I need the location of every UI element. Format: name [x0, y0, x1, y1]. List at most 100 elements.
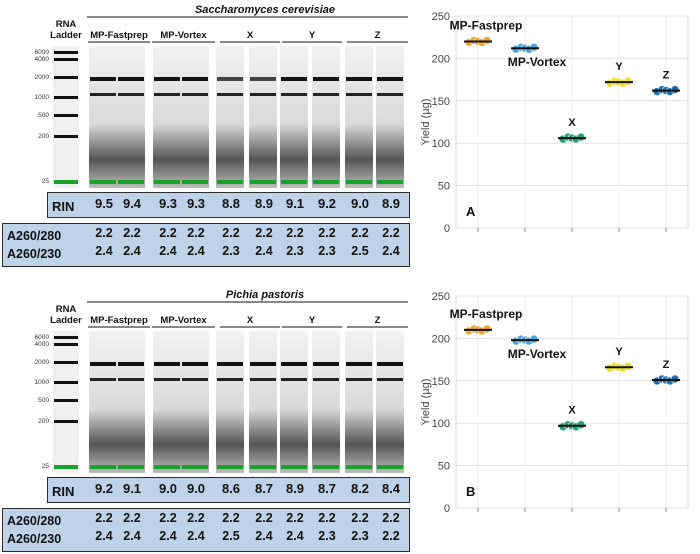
group-label: MP-Fastprep: [90, 315, 148, 326]
value-cell: 2.2: [159, 511, 177, 525]
ladder-band: [54, 51, 78, 54]
value-cell: 2.3: [286, 244, 304, 258]
point-label: Y: [615, 61, 623, 73]
band-26s: [118, 77, 144, 81]
value-cell: 2.2: [222, 511, 240, 525]
ladder-size: 200: [38, 418, 49, 425]
value-cell: 2.4: [159, 244, 177, 258]
value-cell: 2.2: [123, 226, 141, 240]
ladder-band: [54, 180, 78, 184]
value-cell: 2.2: [382, 226, 400, 240]
rin-values: 9.2 9.1 9.0 9.0 8.6 8.7 8.9 8.7 8.2 8.4: [48, 481, 409, 501]
value-cell: 2.3: [351, 529, 369, 543]
point-label: X: [568, 117, 576, 129]
y-tick-label: 0: [444, 503, 450, 515]
value-cell: 8.9: [381, 196, 401, 211]
value-cell: 2.4: [95, 529, 113, 543]
rin-box: RIN 9.2 9.1 9.0 9.0 8.6 8.7 8.9 8.7 8.2 8.4: [47, 477, 410, 503]
band-26s: [281, 362, 307, 366]
ladder-band: [54, 114, 78, 117]
band-26s: [250, 362, 276, 366]
y-axis-label: Yield (µg): [420, 379, 432, 426]
sample-lane: [312, 46, 340, 188]
ladder-band: [54, 399, 78, 402]
ladder-size: 25: [42, 463, 50, 470]
sample-lane: [249, 331, 277, 473]
band-26s: [182, 77, 208, 81]
band-18s: [154, 93, 180, 96]
sample-lane: [153, 46, 181, 188]
yield-chart-svg: 0 50 100 150 200 250 Yield (µg) MP-Fastprep MP-V…: [420, 291, 689, 515]
point-label: MP-Fastprep: [450, 307, 523, 321]
ladder-band: [54, 58, 78, 61]
band-18s: [182, 93, 208, 96]
band-26s: [377, 362, 403, 366]
marker-band: [281, 180, 307, 184]
value-cell: 2.2: [187, 226, 205, 240]
value-cell: 2.3: [318, 244, 336, 258]
band-18s: [313, 378, 339, 381]
group-label: MP-Vortex: [160, 30, 207, 41]
a230-values: 2.4 2.4 2.4 2.4 2.3 2.4 2.3 2.3 2.5 2.4: [3, 244, 409, 264]
marker-band: [118, 465, 144, 469]
sample-lane: [345, 331, 373, 473]
panel-saccharomyces: Saccharomyces cerevisiae RNA Ladder MP-Fast…: [2, 4, 698, 267]
y-tick-label: 100: [432, 418, 450, 430]
yield-chart: 0 50 100 150 200 250 Yield (µg) MP-Fastprep MP-V…: [418, 10, 698, 254]
marker-band: [154, 465, 180, 469]
value-cell: 2.2: [255, 226, 273, 240]
marker-band: [346, 180, 372, 184]
band-18s: [250, 378, 276, 381]
marker-band: [313, 180, 339, 184]
a280-label: A260/280: [7, 229, 62, 243]
band-18s: [154, 378, 180, 381]
band-18s: [346, 378, 372, 381]
group-label: X: [247, 30, 254, 41]
value-cell: 2.4: [286, 529, 304, 543]
ladder-size: 200: [38, 133, 49, 140]
marker-band: [182, 180, 208, 184]
sample-lane: [181, 331, 209, 473]
value-cell: 2.5: [222, 529, 240, 543]
value-cell: 9.1: [122, 481, 142, 496]
ladder-size: 4000: [35, 56, 50, 63]
value-cell: 2.2: [351, 511, 369, 525]
value-cell: 2.2: [382, 529, 400, 543]
marker-band: [182, 465, 208, 469]
band-18s: [377, 93, 403, 96]
value-cell: 2.2: [95, 226, 113, 240]
data-point: [670, 374, 680, 384]
ladder-label: Ladder: [50, 30, 82, 41]
y-tick-label: 150: [432, 96, 450, 108]
a230-label: A260/230: [7, 532, 62, 546]
sample-lane: [181, 46, 209, 188]
ladder-band: [54, 465, 78, 469]
sample-lane: [89, 46, 117, 188]
group-label: Z: [375, 30, 381, 41]
value-cell: 8.9: [254, 196, 274, 211]
value-cell: 9.3: [158, 196, 178, 211]
value-cell: 9.5: [94, 196, 114, 211]
value-cell: 2.2: [187, 511, 205, 525]
ladder-size: 1000: [35, 379, 50, 386]
value-cell: 9.2: [317, 196, 337, 211]
point-label: MP-Fastprep: [450, 18, 523, 32]
sample-lane: [312, 331, 340, 473]
band-18s: [217, 378, 243, 381]
a230-label: A260/230: [7, 247, 62, 261]
ladder-band: [54, 336, 78, 339]
value-cell: 8.4: [381, 481, 401, 496]
value-cell: 2.4: [187, 244, 205, 258]
species-title: Pichia pastoris: [226, 289, 304, 301]
sample-lane: [216, 46, 244, 188]
marker-band: [281, 465, 307, 469]
band-26s: [182, 362, 208, 366]
value-cell: 2.4: [123, 244, 141, 258]
band-18s: [182, 378, 208, 381]
point-label: MP-Vortex: [508, 347, 567, 361]
group-label: MP-Vortex: [160, 315, 207, 326]
value-cell: 9.3: [186, 196, 206, 211]
y-tick-label: 200: [432, 333, 450, 345]
band-18s: [313, 93, 339, 96]
sample-lane: [249, 46, 277, 188]
